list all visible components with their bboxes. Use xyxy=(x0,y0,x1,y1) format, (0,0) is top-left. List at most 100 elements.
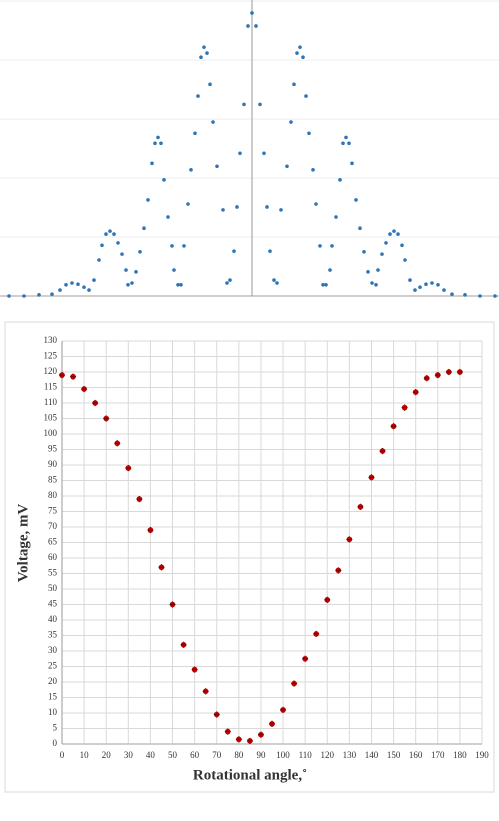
point xyxy=(298,45,302,49)
x-tick-label: 140 xyxy=(365,750,379,760)
x-tick-label: 90 xyxy=(256,750,266,760)
x-tick-label: 110 xyxy=(299,750,313,760)
point xyxy=(338,178,342,182)
point xyxy=(418,285,422,289)
y-tick-label: 55 xyxy=(48,568,58,578)
point xyxy=(301,55,305,59)
point xyxy=(7,294,11,298)
y-tick-label: 60 xyxy=(48,552,58,562)
point xyxy=(442,288,446,292)
point xyxy=(199,55,203,59)
point xyxy=(285,164,289,169)
point xyxy=(450,292,454,297)
y-tick-label: 10 xyxy=(48,707,58,717)
y-tick-label: 65 xyxy=(48,537,58,547)
point xyxy=(321,282,325,287)
point xyxy=(275,281,279,285)
point xyxy=(370,281,374,285)
point xyxy=(396,232,400,236)
y-tick-label: 0 xyxy=(53,738,58,748)
point xyxy=(254,24,258,28)
x-tick-label: 30 xyxy=(124,750,134,760)
point xyxy=(380,252,384,256)
point xyxy=(493,294,497,298)
point xyxy=(228,278,232,282)
y-tick-label: 25 xyxy=(48,661,58,671)
point xyxy=(146,198,150,202)
point xyxy=(350,161,354,166)
y-tick-label: 45 xyxy=(48,599,58,609)
point xyxy=(478,294,482,298)
y-tick-label: 20 xyxy=(48,676,58,686)
x-tick-label: 160 xyxy=(409,750,423,760)
point xyxy=(295,51,299,55)
point xyxy=(37,293,41,297)
point xyxy=(392,229,396,233)
y-tick-label: 50 xyxy=(48,583,58,593)
point xyxy=(76,282,80,287)
point xyxy=(172,268,176,272)
y-tick-label: 110 xyxy=(44,397,58,407)
point xyxy=(242,102,246,107)
point xyxy=(341,141,345,146)
point xyxy=(403,258,407,262)
point xyxy=(179,282,183,287)
point xyxy=(463,293,467,297)
point xyxy=(22,294,26,298)
point xyxy=(289,120,293,124)
point xyxy=(186,202,190,206)
point xyxy=(334,215,338,219)
y-tick-label: 90 xyxy=(48,459,58,469)
point xyxy=(324,282,328,287)
y-tick-label: 5 xyxy=(53,723,58,733)
point xyxy=(262,151,266,156)
x-tick-label: 20 xyxy=(102,750,112,760)
point xyxy=(97,258,101,262)
y-tick-label: 35 xyxy=(48,630,58,640)
point xyxy=(347,141,351,146)
point xyxy=(307,131,311,136)
point xyxy=(104,232,108,236)
point xyxy=(400,243,404,248)
point xyxy=(196,94,200,98)
x-tick-label: 60 xyxy=(190,750,200,760)
y-tick-label: 95 xyxy=(48,444,58,454)
point xyxy=(225,281,229,285)
x-tick-label: 70 xyxy=(212,750,222,760)
point xyxy=(344,135,348,140)
x-axis-label: Rotational angle,˚ xyxy=(193,767,307,783)
point xyxy=(159,141,163,146)
point xyxy=(70,281,74,285)
x-tick-label: 130 xyxy=(343,750,357,760)
point xyxy=(358,226,362,230)
point xyxy=(87,288,91,292)
y-tick-label: 75 xyxy=(48,506,58,516)
point xyxy=(112,232,116,236)
y-tick-label: 40 xyxy=(48,614,58,624)
point xyxy=(362,249,366,254)
x-tick-label: 190 xyxy=(475,750,489,760)
x-tick-label: 170 xyxy=(431,750,445,760)
point xyxy=(205,51,209,55)
x-tick-label: 0 xyxy=(60,750,65,760)
point xyxy=(153,141,157,146)
point xyxy=(182,244,186,248)
x-tick-label: 10 xyxy=(80,750,90,760)
point xyxy=(314,202,318,206)
point xyxy=(235,205,239,209)
point xyxy=(170,244,174,248)
point xyxy=(189,168,193,172)
x-tick-label: 50 xyxy=(168,750,178,760)
point xyxy=(116,241,120,245)
x-tick-label: 40 xyxy=(146,750,156,760)
x-tick-label: 100 xyxy=(276,750,290,760)
point xyxy=(279,208,283,212)
point xyxy=(311,168,315,172)
x-tick-label: 120 xyxy=(321,750,335,760)
y-axis-label: Voltage, mV xyxy=(15,504,31,583)
point xyxy=(268,249,272,253)
point xyxy=(162,178,166,182)
point xyxy=(82,285,86,289)
point xyxy=(318,244,322,248)
